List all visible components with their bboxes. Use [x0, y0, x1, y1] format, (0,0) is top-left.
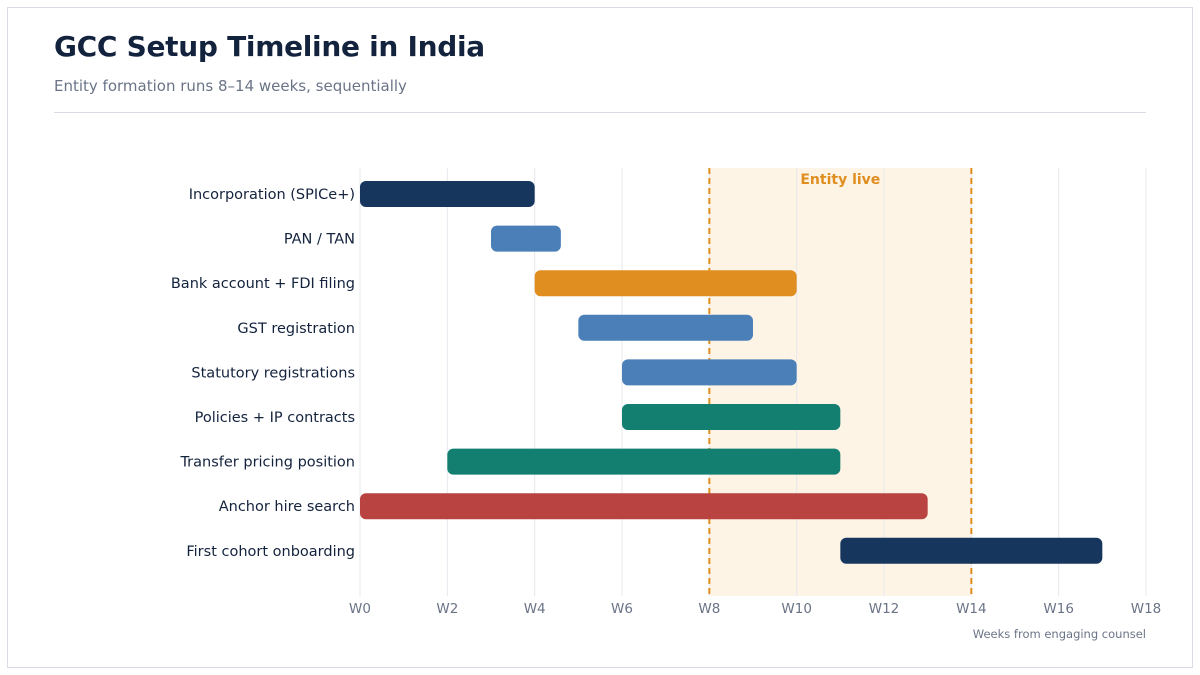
- x-tick-w12: W12: [869, 601, 900, 617]
- task-bar-gst-registration: [578, 314, 753, 341]
- task-bar-incorporation-spice: [360, 181, 535, 207]
- x-tick-w8: W8: [698, 601, 720, 617]
- task-label-bank-account-fdi-filing: Bank account + FDI filing: [171, 276, 355, 292]
- task-bar-bank-account-fdi-filing: [534, 270, 797, 297]
- task-bars: [360, 181, 1103, 564]
- x-axis-title: Weeks from engaging counsel: [973, 627, 1146, 641]
- task-bar-first-cohort-onboarding: [840, 537, 1103, 564]
- task-label-pan-tan: PAN / TAN: [284, 232, 355, 248]
- x-tick-w6: W6: [611, 601, 633, 617]
- x-axis-ticks: W0 W2 W4 W6 W8 W10 W12 W14 W16 W18: [349, 601, 1161, 617]
- chart-subtitle: Entity formation runs 8–14 weeks, sequen…: [54, 77, 407, 95]
- x-tick-w4: W4: [524, 601, 546, 617]
- x-tick-w16: W16: [1043, 601, 1074, 617]
- x-tick-w18: W18: [1131, 601, 1162, 617]
- task-bar-statutory-registrations: [622, 359, 797, 386]
- x-tick-w10: W10: [781, 601, 812, 617]
- task-labels: Incorporation (SPICe+) PAN / TAN Bank acco…: [171, 187, 355, 560]
- task-label-transfer-pricing-position: Transfer pricing position: [179, 455, 355, 471]
- header-divider: [54, 112, 1146, 113]
- x-tick-w2: W2: [436, 601, 458, 617]
- entity-live-label: Entity live: [800, 172, 880, 188]
- task-label-statutory-registrations: Statutory registrations: [191, 365, 355, 381]
- task-label-policies-ip-contracts: Policies + IP contracts: [195, 410, 355, 426]
- task-label-first-cohort-onboarding: First cohort onboarding: [186, 544, 355, 560]
- x-tick-w14: W14: [956, 601, 987, 617]
- task-label-gst-registration: GST registration: [237, 321, 355, 337]
- task-bar-transfer-pricing-position: [447, 448, 841, 475]
- x-tick-w0: W0: [349, 601, 371, 617]
- chart-title: GCC Setup Timeline in India: [54, 30, 485, 63]
- task-label-incorporation-spice: Incorporation (SPICe+): [189, 187, 355, 203]
- task-bar-pan-tan: [491, 225, 561, 252]
- task-label-anchor-hire-search: Anchor hire search: [219, 499, 355, 515]
- task-bar-anchor-hire-search: [360, 493, 928, 520]
- task-bar-policies-ip-contracts: [622, 404, 841, 430]
